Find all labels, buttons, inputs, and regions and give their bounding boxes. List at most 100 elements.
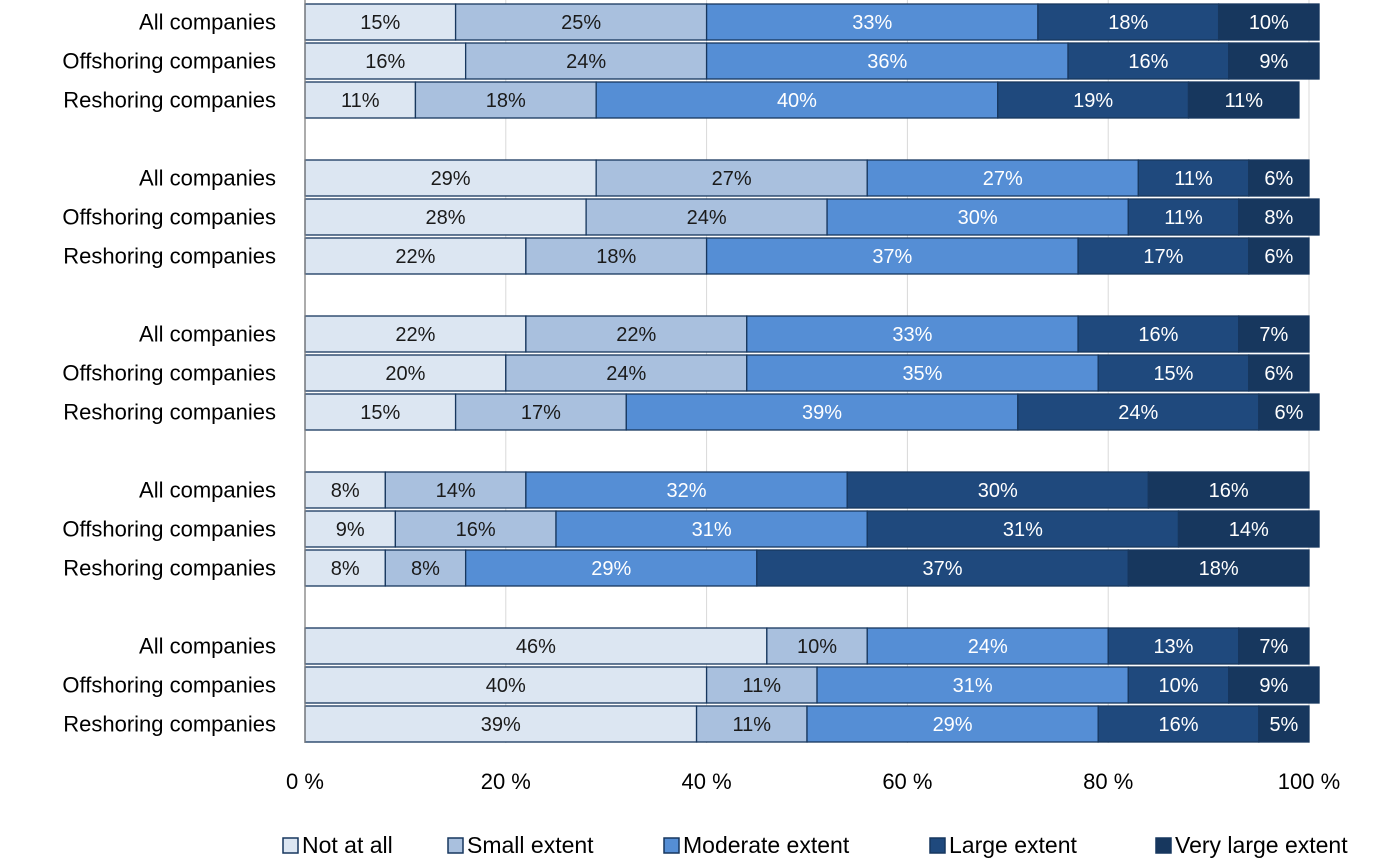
bar-segment [1217, 3, 1320, 41]
legend-label: Large extent [949, 832, 1077, 858]
data-label: 36% [867, 51, 907, 73]
data-label: 39% [481, 714, 521, 736]
data-label: 15% [360, 402, 400, 424]
bar-segment [1258, 393, 1320, 431]
category-label: Offshoring companies [62, 49, 276, 74]
bar-segment [304, 510, 397, 548]
bar-segment [1097, 354, 1250, 392]
data-label: 8% [331, 480, 360, 502]
bar-segment [464, 549, 758, 587]
bar-segment [625, 393, 1019, 431]
data-label: 32% [667, 480, 707, 502]
data-label: 24% [566, 51, 606, 73]
data-label: 7% [1259, 324, 1288, 346]
bar-segment [394, 510, 557, 548]
data-label: 10% [1249, 12, 1289, 34]
category-label: All companies [139, 166, 276, 191]
bar-segment [1238, 198, 1320, 236]
data-label: 31% [953, 675, 993, 697]
legend-label: Moderate extent [683, 832, 850, 858]
data-label: 20% [385, 363, 425, 385]
bar-segment [1077, 237, 1250, 275]
bar-segment [1258, 705, 1310, 743]
bar-segment [1228, 42, 1320, 80]
data-label: 11% [1174, 168, 1213, 190]
data-label: 33% [892, 324, 932, 346]
data-label: 39% [802, 402, 842, 424]
category-label: Reshoring companies [63, 556, 276, 581]
bar-segment [705, 3, 1039, 41]
bar-segment [1017, 393, 1260, 431]
bar-segment [304, 393, 457, 431]
bar-segment [1147, 471, 1310, 509]
data-label: 37% [923, 558, 963, 580]
x-tick-label: 20 % [481, 769, 531, 794]
bar-segment [595, 81, 999, 119]
data-label: 6% [1264, 246, 1293, 268]
data-label: 30% [958, 207, 998, 229]
category-label: Reshoring companies [63, 400, 276, 425]
bar-segment [464, 42, 708, 80]
data-label: 10% [1158, 675, 1198, 697]
data-label: 8% [331, 558, 360, 580]
bar-segment [384, 471, 527, 509]
x-tick-label: 0 % [286, 769, 324, 794]
data-label: 16% [1128, 51, 1168, 73]
data-label: 18% [596, 246, 636, 268]
category-label: All companies [139, 634, 276, 659]
category-label: Reshoring companies [63, 88, 276, 113]
data-label: 22% [616, 324, 656, 346]
category-label: All companies [139, 322, 276, 347]
legend-label: Very large extent [1175, 832, 1348, 858]
data-label: 24% [606, 363, 646, 385]
data-label: 31% [1003, 519, 1043, 541]
data-label: 9% [336, 519, 365, 541]
data-label: 14% [1229, 519, 1269, 541]
bar-segment [1097, 705, 1260, 743]
bar-segment [1127, 549, 1310, 587]
category-label: All companies [139, 10, 276, 35]
data-label: 9% [1259, 675, 1288, 697]
bar-segment [595, 159, 868, 197]
data-label: 6% [1264, 363, 1293, 385]
data-label: 16% [1138, 324, 1178, 346]
bar-segment [525, 315, 748, 353]
data-label: 11% [1224, 90, 1263, 112]
bar-segment [1177, 510, 1320, 548]
data-label: 15% [360, 12, 400, 34]
data-label: 17% [1143, 246, 1183, 268]
bar-segment [806, 705, 1099, 743]
bar-segment [826, 198, 1129, 236]
data-label: 40% [486, 675, 526, 697]
data-label: 13% [1153, 636, 1193, 658]
bar-segment [695, 705, 808, 743]
bar-segment [1127, 666, 1230, 704]
bar-segment [304, 237, 527, 275]
bar-segment [304, 159, 597, 197]
bar-segment [746, 354, 1099, 392]
data-label: 29% [431, 168, 471, 190]
data-label: 30% [978, 480, 1018, 502]
bar-segment [705, 237, 1079, 275]
data-label: 11% [341, 90, 380, 112]
x-tick-label: 40 % [682, 769, 732, 794]
category-label: All companies [139, 478, 276, 503]
data-label: 18% [1199, 558, 1239, 580]
category-label: Reshoring companies [63, 244, 276, 269]
data-label: 40% [777, 90, 817, 112]
legend-swatch [1155, 837, 1172, 854]
x-tick-label: 60 % [882, 769, 932, 794]
data-label: 27% [983, 168, 1023, 190]
data-label: 6% [1264, 168, 1293, 190]
bar-segment [1077, 315, 1240, 353]
bar-segment [1187, 81, 1300, 119]
data-label: 15% [1153, 363, 1193, 385]
legend-swatch [929, 837, 946, 854]
data-label: 24% [1118, 402, 1158, 424]
bar-segment [1127, 198, 1240, 236]
category-label: Reshoring companies [63, 712, 276, 737]
bar-segment [1248, 159, 1310, 197]
data-label: 22% [395, 324, 435, 346]
data-label: 14% [436, 480, 476, 502]
